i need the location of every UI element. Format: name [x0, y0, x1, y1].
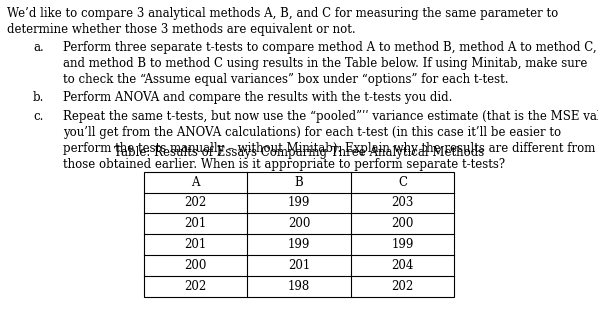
Text: Perform ANOVA and compare the results with the t-tests you did.: Perform ANOVA and compare the results wi… [63, 91, 452, 104]
Text: c.: c. [33, 110, 43, 123]
Text: 202: 202 [184, 280, 206, 293]
Text: A: A [191, 176, 200, 188]
Text: b.: b. [33, 91, 44, 104]
Text: 199: 199 [288, 197, 310, 209]
Text: 200: 200 [288, 217, 310, 230]
Text: We’d like to compare 3 analytical methods A, B, and C for measuring the same par: We’d like to compare 3 analytical method… [7, 7, 559, 20]
Text: 199: 199 [392, 238, 414, 251]
Text: those obtained earlier. When is it appropriate to perform separate t-tests?: those obtained earlier. When is it appro… [63, 158, 505, 171]
Text: determine whether those 3 methods are equivalent or not.: determine whether those 3 methods are eq… [7, 24, 356, 36]
Text: B: B [295, 176, 303, 188]
Text: 202: 202 [184, 197, 206, 209]
Bar [144, 172, 454, 297]
Text: 200: 200 [392, 217, 414, 230]
Text: perform the tests manually – without Minitab). Explain why the results are diffe: perform the tests manually – without Min… [63, 141, 595, 155]
Text: Repeat the same t-tests, but now use the “pooled”ʹʹ variance estimate (that is t: Repeat the same t-tests, but now use the… [63, 110, 598, 123]
Text: 203: 203 [392, 197, 414, 209]
Text: you’ll get from the ANOVA calculations) for each t-test (in this case it’ll be e: you’ll get from the ANOVA calculations) … [63, 126, 561, 138]
Text: Table: Results of Essays Comparing Three Analytical Methods: Table: Results of Essays Comparing Three… [114, 146, 484, 159]
Text: 198: 198 [288, 280, 310, 293]
Text: 204: 204 [392, 259, 414, 272]
Text: 200: 200 [184, 259, 206, 272]
Text: a.: a. [33, 41, 44, 54]
Text: C: C [398, 176, 407, 188]
Text: to check the “Assume equal variances” box under “options” for each t-test.: to check the “Assume equal variances” bo… [63, 73, 508, 86]
Text: and method B to method C using results in the Table below. If using Minitab, mak: and method B to method C using results i… [63, 57, 587, 70]
Text: 201: 201 [184, 217, 206, 230]
Text: 202: 202 [392, 280, 414, 293]
Text: Perform three separate t-tests to compare method A to method B, method A to meth: Perform three separate t-tests to compar… [63, 41, 596, 54]
Text: 201: 201 [288, 259, 310, 272]
Text: 201: 201 [184, 238, 206, 251]
Text: 199: 199 [288, 238, 310, 251]
